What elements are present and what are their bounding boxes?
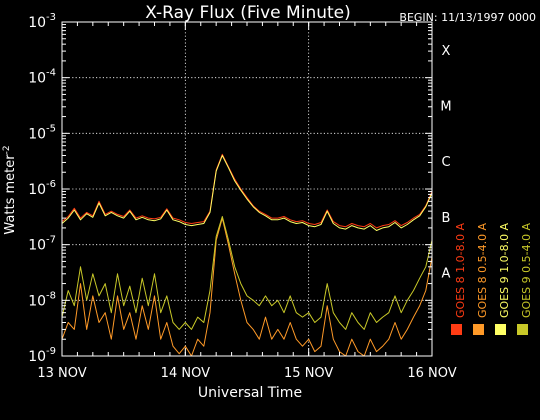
y-axis-label-text: Watts meter xyxy=(3,154,18,235)
x-tick-label: 16 NOV xyxy=(407,366,456,381)
series-line xyxy=(61,216,433,330)
axes-layer: 10-9 10-8 10-7 10-6 10-5 10-4 10-3 13 NOV 14 NOV… xyxy=(28,12,457,381)
flare-class-label: B xyxy=(442,211,451,226)
legend-label: GOES 9 1.0-8.0 A xyxy=(498,222,511,318)
series-line xyxy=(61,153,433,229)
flare-class-label: C xyxy=(441,155,450,170)
y-tick-label: 10-4 xyxy=(28,68,56,87)
flare-class-label: X xyxy=(442,44,451,59)
legend-swatch xyxy=(517,324,528,335)
legend-label: GOES 9 0.5-4.0 A xyxy=(520,222,533,318)
legend-swatch xyxy=(451,324,462,335)
y-tick-label: 10-7 xyxy=(28,235,56,254)
flare-class-label: M xyxy=(440,100,451,115)
y-axis-label-exponent: -2 xyxy=(2,145,12,154)
chart-title: X-Ray Flux (Five Minute) xyxy=(145,3,351,23)
y-tick-label: 10-3 xyxy=(28,12,56,31)
y-tick-label: 10-5 xyxy=(28,123,56,142)
x-tick-label: 14 NOV xyxy=(161,366,210,381)
flare-class-label: A xyxy=(442,267,451,282)
series-line xyxy=(61,217,433,357)
grid-lines xyxy=(62,22,432,356)
series-line xyxy=(61,155,433,231)
y-tick-label: 10-8 xyxy=(28,290,56,309)
legend-swatch xyxy=(473,324,484,335)
y-tick-label: 10-9 xyxy=(28,346,56,365)
x-tick-label: 15 NOV xyxy=(284,366,333,381)
legend-swatch xyxy=(495,324,506,335)
legend-label: GOES 8 0.5-4.0 A xyxy=(476,222,489,318)
x-tick-label: 13 NOV xyxy=(37,366,86,381)
x-axis-label: Universal Time xyxy=(198,385,302,401)
begin-date-label: BEGIN: 11/13/1997 0000 xyxy=(399,11,536,24)
svg-text:Watts meter-2: Watts meter-2 xyxy=(2,145,18,234)
legend-label: GOES 8 1.0-8.0 A xyxy=(454,222,467,318)
y-axis-label: Watts meter-2 xyxy=(2,145,18,234)
y-tick-label: 10-6 xyxy=(28,179,56,198)
series-layer xyxy=(61,153,433,357)
legend: GOES 8 1.0-8.0 A GOES 8 0.5-4.0 A GOES 9 1… xyxy=(451,222,533,335)
